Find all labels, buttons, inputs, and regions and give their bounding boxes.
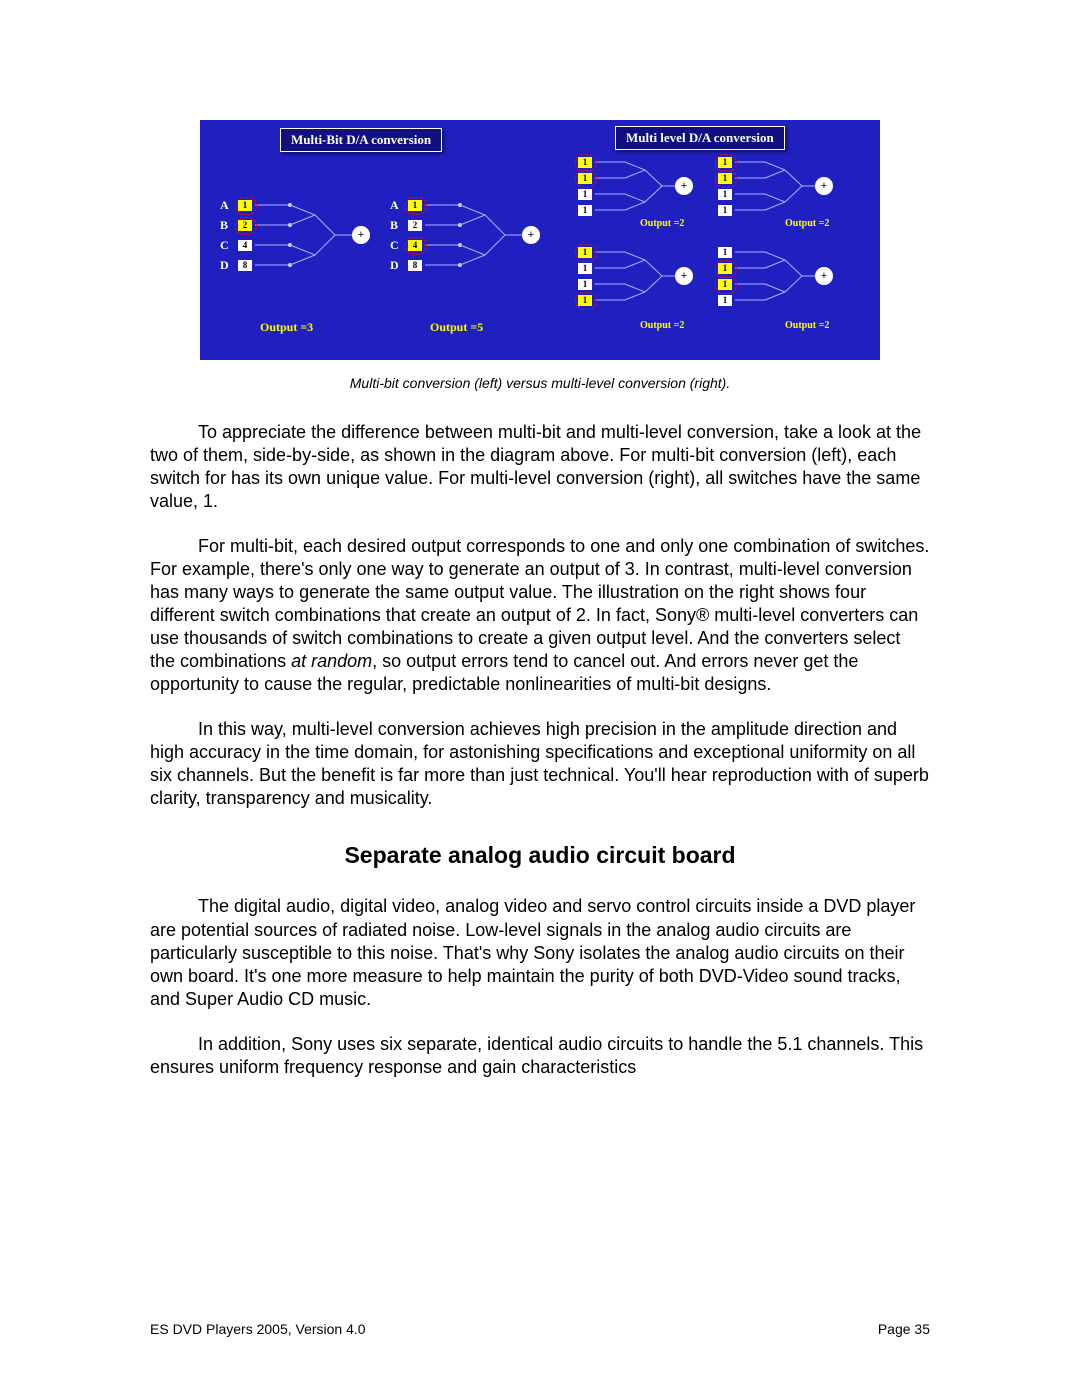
output-label: Output =3: [260, 320, 313, 335]
body-paragraph: For multi-bit, each desired output corre…: [150, 535, 930, 696]
footer-left: ES DVD Players 2005, Version 4.0: [150, 1321, 366, 1337]
row-label: A: [220, 198, 229, 213]
switch-box: 1: [718, 189, 732, 200]
switch-box: 2: [408, 220, 422, 231]
highlight-circle: [235, 217, 257, 235]
conversion-diagram: Multi-Bit D/A conversion Multi level D/A…: [200, 120, 880, 360]
sum-node: +: [675, 177, 693, 195]
row-label: A: [390, 198, 399, 213]
switch-box: 1: [718, 205, 732, 216]
body-paragraph: In this way, multi-level conversion achi…: [150, 718, 930, 810]
sum-node: +: [522, 226, 540, 244]
switch-box: 4: [238, 240, 252, 251]
text-emphasis: at random: [291, 651, 372, 671]
highlight-circle: [575, 170, 597, 188]
row-label: B: [220, 218, 228, 233]
sum-node: +: [815, 177, 833, 195]
row-label: D: [220, 258, 229, 273]
row-label: C: [390, 238, 399, 253]
document-page: Multi-Bit D/A conversion Multi level D/A…: [0, 0, 1080, 1397]
diagram-caption: Multi-bit conversion (left) versus multi…: [150, 375, 930, 391]
switch-box: 8: [238, 260, 252, 271]
body-paragraph: In addition, Sony uses six separate, ide…: [150, 1033, 930, 1079]
section-heading: Separate analog audio circuit board: [150, 842, 930, 869]
footer-right: Page 35: [878, 1321, 930, 1337]
sum-node: +: [815, 267, 833, 285]
output-label: Output =2: [640, 218, 684, 229]
sum-node: +: [675, 267, 693, 285]
switch-box: 8: [408, 260, 422, 271]
switch-box: 1: [578, 205, 592, 216]
highlight-circle: [405, 237, 427, 255]
highlight-circle: [575, 292, 597, 310]
page-footer: ES DVD Players 2005, Version 4.0 Page 35: [150, 1321, 930, 1337]
output-label: Output =5: [430, 320, 483, 335]
highlight-circle: [235, 197, 257, 215]
highlight-circle: [715, 276, 737, 294]
switch-box: 1: [578, 189, 592, 200]
body-paragraph: The digital audio, digital video, analog…: [150, 895, 930, 1010]
switch-box: 1: [578, 263, 592, 274]
sum-node: +: [352, 226, 370, 244]
output-label: Output =2: [785, 218, 829, 229]
row-label: B: [390, 218, 398, 233]
highlight-circle: [575, 244, 597, 262]
output-label: Output =2: [640, 320, 684, 331]
row-label: C: [220, 238, 229, 253]
switch-box: 1: [718, 247, 732, 258]
switch-box: 1: [578, 279, 592, 290]
row-label: D: [390, 258, 399, 273]
switch-box: 1: [718, 295, 732, 306]
output-label: Output =2: [785, 320, 829, 331]
body-paragraph: To appreciate the difference between mul…: [150, 421, 930, 513]
highlight-circle: [405, 197, 427, 215]
highlight-circle: [715, 170, 737, 188]
